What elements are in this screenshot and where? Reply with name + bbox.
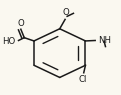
- Text: Cl: Cl: [79, 75, 87, 84]
- Text: HO: HO: [2, 37, 16, 46]
- Text: O: O: [63, 8, 69, 17]
- Text: NH: NH: [99, 36, 112, 45]
- Text: O: O: [17, 19, 24, 28]
